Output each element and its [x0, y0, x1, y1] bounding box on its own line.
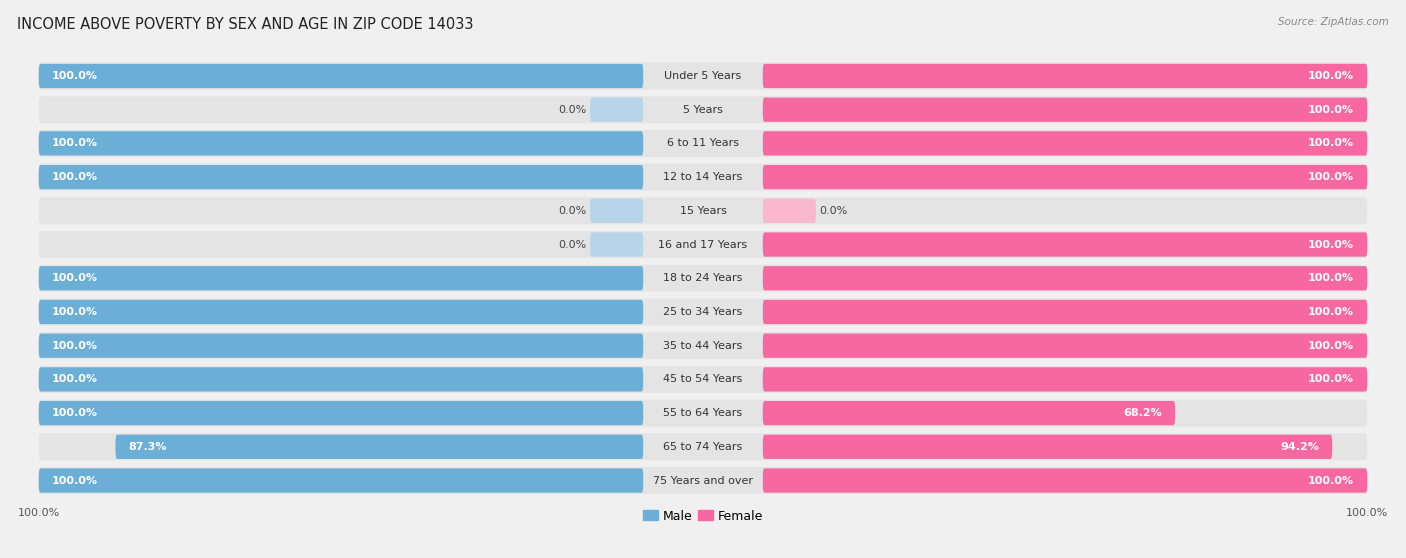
- FancyBboxPatch shape: [39, 434, 1367, 460]
- Text: 68.2%: 68.2%: [1123, 408, 1161, 418]
- Text: 15 Years: 15 Years: [679, 206, 727, 216]
- Text: 100.0%: 100.0%: [52, 408, 98, 418]
- FancyBboxPatch shape: [115, 435, 643, 459]
- Text: Source: ZipAtlas.com: Source: ZipAtlas.com: [1278, 17, 1389, 27]
- FancyBboxPatch shape: [39, 198, 1367, 224]
- FancyBboxPatch shape: [39, 62, 1367, 89]
- Text: 45 to 54 Years: 45 to 54 Years: [664, 374, 742, 384]
- FancyBboxPatch shape: [763, 435, 1333, 459]
- Text: 100.0%: 100.0%: [1308, 475, 1354, 485]
- FancyBboxPatch shape: [39, 467, 1367, 494]
- FancyBboxPatch shape: [39, 366, 1367, 393]
- Text: 65 to 74 Years: 65 to 74 Years: [664, 442, 742, 452]
- FancyBboxPatch shape: [39, 163, 1367, 191]
- Text: 6 to 11 Years: 6 to 11 Years: [666, 138, 740, 148]
- Legend: Male, Female: Male, Female: [638, 504, 768, 527]
- Text: 35 to 44 Years: 35 to 44 Years: [664, 341, 742, 350]
- FancyBboxPatch shape: [39, 332, 1367, 359]
- Text: 100.0%: 100.0%: [1308, 273, 1354, 283]
- FancyBboxPatch shape: [39, 401, 643, 425]
- FancyBboxPatch shape: [39, 299, 1367, 325]
- FancyBboxPatch shape: [39, 300, 643, 324]
- Text: 100.0%: 100.0%: [1308, 374, 1354, 384]
- Text: 100.0%: 100.0%: [1308, 71, 1354, 81]
- Text: 0.0%: 0.0%: [558, 239, 586, 249]
- Text: 0.0%: 0.0%: [558, 206, 586, 216]
- FancyBboxPatch shape: [39, 468, 643, 493]
- FancyBboxPatch shape: [763, 64, 1367, 88]
- FancyBboxPatch shape: [39, 367, 643, 392]
- FancyBboxPatch shape: [763, 165, 1367, 189]
- FancyBboxPatch shape: [39, 130, 1367, 157]
- Text: INCOME ABOVE POVERTY BY SEX AND AGE IN ZIP CODE 14033: INCOME ABOVE POVERTY BY SEX AND AGE IN Z…: [17, 17, 474, 32]
- FancyBboxPatch shape: [39, 334, 643, 358]
- Text: 100.0%: 100.0%: [52, 138, 98, 148]
- FancyBboxPatch shape: [763, 334, 1367, 358]
- FancyBboxPatch shape: [39, 165, 643, 189]
- FancyBboxPatch shape: [763, 468, 1367, 493]
- Text: 16 and 17 Years: 16 and 17 Years: [658, 239, 748, 249]
- FancyBboxPatch shape: [763, 367, 1367, 392]
- Text: 100.0%: 100.0%: [1308, 138, 1354, 148]
- Text: 100.0%: 100.0%: [52, 475, 98, 485]
- Text: 94.2%: 94.2%: [1279, 442, 1319, 452]
- Text: 100.0%: 100.0%: [52, 172, 98, 182]
- Text: 100.0%: 100.0%: [52, 341, 98, 350]
- FancyBboxPatch shape: [763, 98, 1367, 122]
- FancyBboxPatch shape: [39, 96, 1367, 123]
- FancyBboxPatch shape: [763, 401, 1175, 425]
- Text: 0.0%: 0.0%: [820, 206, 848, 216]
- FancyBboxPatch shape: [591, 199, 643, 223]
- Text: 100.0%: 100.0%: [1308, 172, 1354, 182]
- FancyBboxPatch shape: [39, 131, 643, 156]
- Text: 75 Years and over: 75 Years and over: [652, 475, 754, 485]
- FancyBboxPatch shape: [763, 300, 1367, 324]
- Text: 12 to 14 Years: 12 to 14 Years: [664, 172, 742, 182]
- Text: 100.0%: 100.0%: [52, 273, 98, 283]
- FancyBboxPatch shape: [39, 64, 643, 88]
- FancyBboxPatch shape: [39, 231, 1367, 258]
- Text: 100.0%: 100.0%: [52, 374, 98, 384]
- Text: 100.0%: 100.0%: [52, 71, 98, 81]
- FancyBboxPatch shape: [763, 199, 815, 223]
- Text: 87.3%: 87.3%: [129, 442, 167, 452]
- FancyBboxPatch shape: [763, 232, 1367, 257]
- Text: 55 to 64 Years: 55 to 64 Years: [664, 408, 742, 418]
- Text: 5 Years: 5 Years: [683, 105, 723, 115]
- FancyBboxPatch shape: [39, 266, 643, 290]
- FancyBboxPatch shape: [763, 131, 1367, 156]
- FancyBboxPatch shape: [591, 232, 643, 257]
- Text: 25 to 34 Years: 25 to 34 Years: [664, 307, 742, 317]
- Text: 100.0%: 100.0%: [52, 307, 98, 317]
- Text: 100.0%: 100.0%: [1308, 341, 1354, 350]
- FancyBboxPatch shape: [39, 400, 1367, 426]
- Text: 100.0%: 100.0%: [1308, 307, 1354, 317]
- FancyBboxPatch shape: [39, 264, 1367, 292]
- Text: 0.0%: 0.0%: [558, 105, 586, 115]
- Text: Under 5 Years: Under 5 Years: [665, 71, 741, 81]
- Text: 18 to 24 Years: 18 to 24 Years: [664, 273, 742, 283]
- FancyBboxPatch shape: [763, 266, 1367, 290]
- Text: 100.0%: 100.0%: [1308, 105, 1354, 115]
- Text: 100.0%: 100.0%: [1308, 239, 1354, 249]
- FancyBboxPatch shape: [591, 98, 643, 122]
